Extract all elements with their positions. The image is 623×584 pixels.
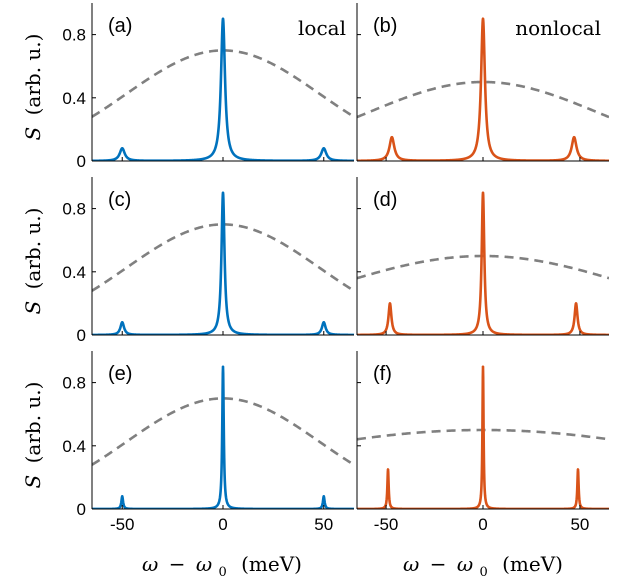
peak-point-2 (221, 191, 225, 194)
peak-point-2 (221, 365, 225, 368)
envelope-line (357, 80, 609, 119)
xlabel-omega: ω (403, 552, 419, 576)
panels-group: 0 0.4 0.8 (a) local (b) nonlocal 0 0.4 0.8 (c) (d) 0… (62, 3, 609, 534)
x-tick-label: 0 (478, 515, 487, 534)
ylabel-row-2: S (arb. u.) (21, 208, 45, 315)
spectrum-line (357, 17, 609, 161)
envelope-line (92, 397, 354, 466)
panel-f: -50 0 50 (f) (356, 351, 609, 534)
panel-d: (d) (356, 177, 609, 336)
ylabel-row-3: S (arb. u.) (21, 382, 45, 489)
peak-point-2 (481, 191, 485, 194)
x-tick-label: -50 (110, 515, 135, 534)
panel-label: (d) (373, 189, 397, 211)
xlabel-subscript: 0 (218, 565, 226, 580)
panel-e: 0 0.4 0.8 -50 0 50 (e) (62, 351, 354, 534)
x-tick-label: 0 (218, 515, 227, 534)
ylabel-symbol: S (21, 301, 45, 315)
xlabel-left: ω − ω 0 (meV) (142, 552, 302, 581)
panel-label: (f) (373, 363, 392, 385)
xlabel-minus: − (169, 552, 186, 576)
envelope-line (357, 254, 609, 280)
y-tick-label: 0 (77, 326, 86, 345)
panel-a: 0 0.4 0.8 (a) local (62, 3, 354, 171)
x-tick-label: -50 (374, 515, 399, 534)
spectrum-line (357, 365, 609, 509)
peak-point-2 (221, 17, 225, 20)
panel-b: (b) nonlocal (356, 3, 609, 162)
ylabel-unit: (arb. u.) (21, 382, 45, 464)
y-tick-label: 0.8 (62, 374, 86, 393)
peak-point-1 (121, 495, 124, 498)
peak-point-1 (390, 136, 394, 139)
panel-label: (a) (108, 15, 132, 37)
xlabel-omega0: ω (457, 552, 473, 576)
peak-point-3 (322, 495, 325, 498)
y-tick-label: 0.4 (62, 437, 86, 456)
xlabel-unit: (meV) (502, 552, 563, 576)
peak-point-3 (574, 302, 578, 305)
panel-label: (c) (108, 189, 131, 211)
peak-point-1 (386, 468, 390, 471)
envelope-line (92, 49, 354, 118)
envelope-line (92, 223, 354, 292)
peak-point-1 (388, 302, 392, 305)
xlabel-subscript: 0 (479, 565, 487, 580)
peak-point-3 (322, 147, 325, 150)
peak-point-3 (322, 321, 325, 324)
panel-title-nonlocal: nonlocal (515, 16, 601, 40)
xlabel-right: ω − ω 0 (meV) (403, 552, 563, 581)
ylabel-symbol: S (21, 127, 45, 141)
peak-point-2 (481, 17, 485, 20)
peak-point-3 (572, 136, 576, 139)
xlabel-omega: ω (142, 552, 158, 576)
xlabel-omega0: ω (196, 552, 212, 576)
x-tick-label: 50 (570, 515, 589, 534)
panel-c: 0 0.4 0.8 (c) (62, 177, 354, 345)
ylabel-unit: (arb. u.) (21, 34, 45, 116)
panel-title-local: local (298, 16, 346, 40)
ylabel-symbol: S (21, 475, 45, 489)
y-tick-label: 0.8 (62, 200, 86, 219)
y-tick-label: 0 (77, 500, 86, 519)
y-tick-label: 0 (77, 152, 86, 171)
xlabel-unit: (meV) (241, 552, 302, 576)
peak-point-1 (121, 321, 124, 324)
panel-label: (e) (108, 363, 132, 385)
ylabel-row-1: S (arb. u.) (21, 34, 45, 141)
xlabel-minus: − (430, 552, 447, 576)
x-tick-label: 50 (314, 515, 333, 534)
y-tick-label: 0.4 (62, 263, 86, 282)
peak-point-3 (576, 468, 580, 471)
panel-label: (b) (373, 15, 397, 37)
spectrum-line (357, 191, 609, 335)
ylabel-unit: (arb. u.) (21, 208, 45, 290)
peak-point-1 (121, 147, 124, 150)
y-tick-label: 0.4 (62, 89, 86, 108)
peak-point-2 (481, 365, 485, 368)
y-tick-label: 0.8 (62, 26, 86, 45)
